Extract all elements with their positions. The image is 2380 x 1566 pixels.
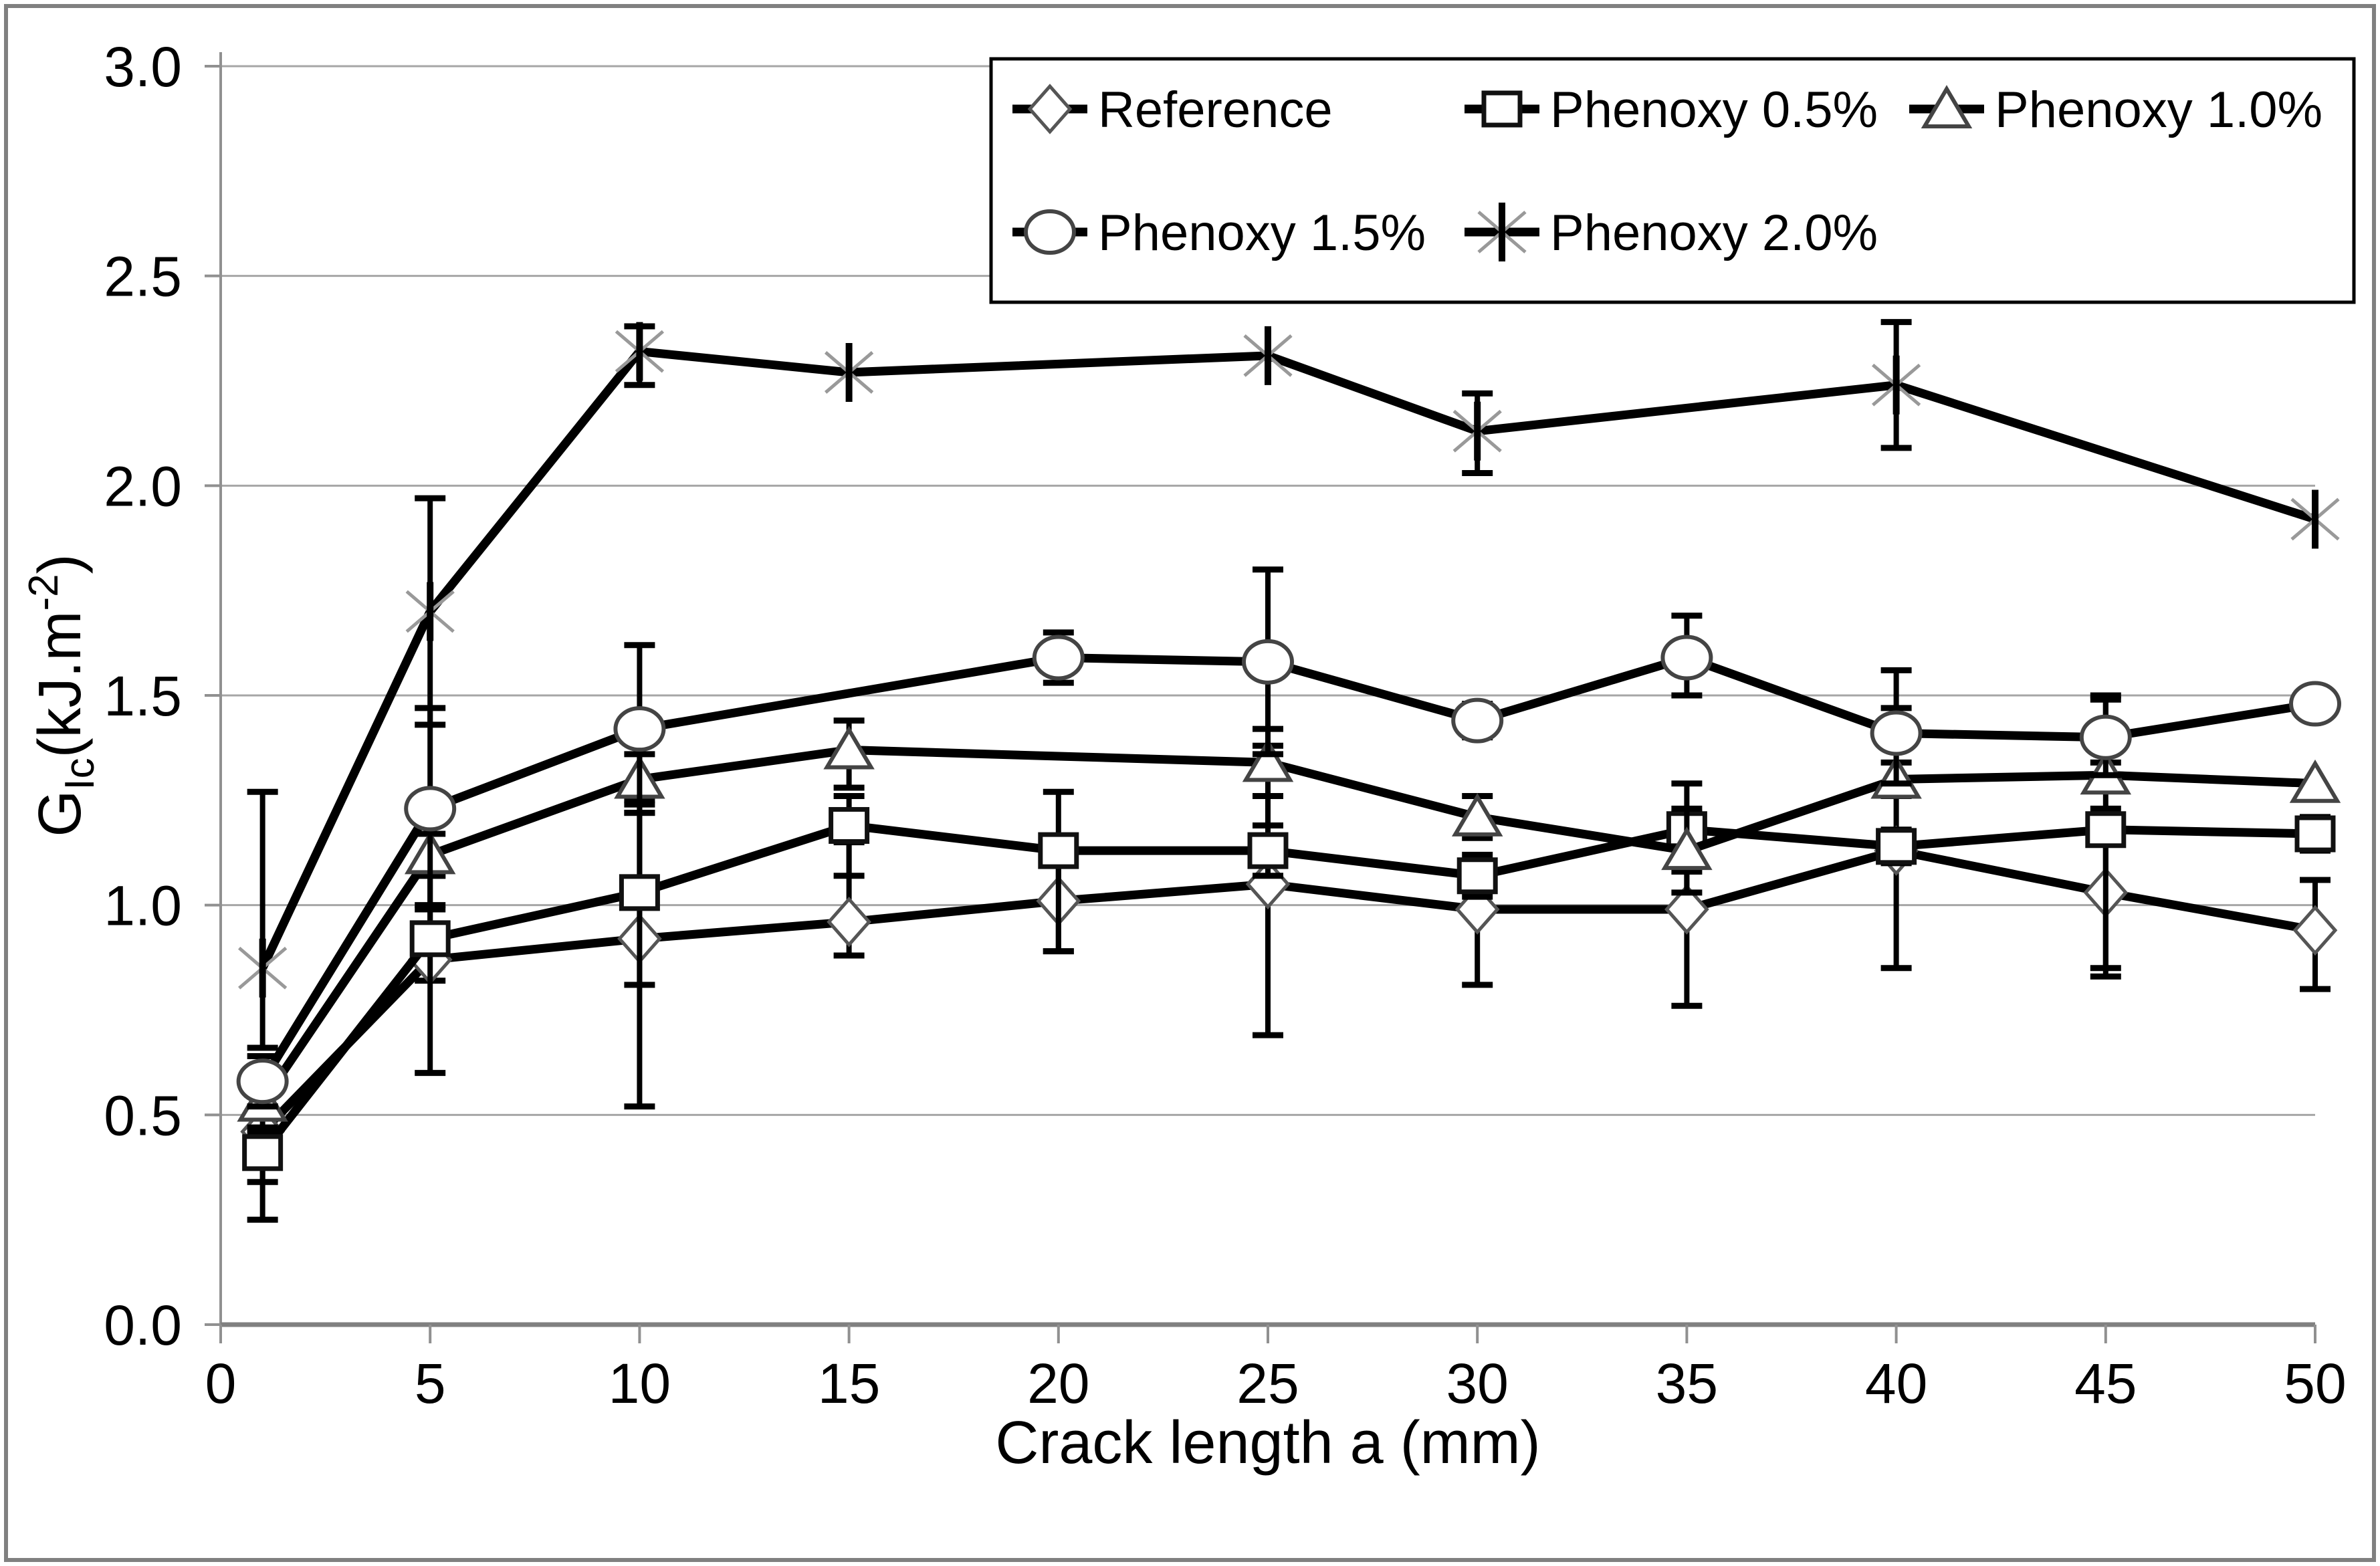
- x-tick-label: 35: [1656, 1352, 1718, 1415]
- series-phenoxy-2-0-: [238, 319, 2340, 1051]
- marker-square-icon: [829, 806, 870, 844]
- series-phenoxy-1-0-: [237, 717, 2341, 1131]
- marker-circle-icon: [1032, 635, 1085, 681]
- marker-square-icon: [1481, 90, 1523, 128]
- marker-diamond-icon: [2292, 905, 2338, 956]
- marker-square-icon: [1038, 832, 1079, 869]
- y-axis-title: GIc(kJ.m-2): [21, 554, 103, 836]
- series-line: [259, 653, 2316, 1084]
- legend-item: Reference: [1012, 82, 1333, 138]
- marker-square-icon: [1247, 832, 1289, 869]
- figure-border: [4, 4, 2376, 1562]
- y-tick-label: 2.5: [104, 245, 182, 308]
- marker-triangle-icon: [1451, 793, 1503, 836]
- x-tick-label: 25: [1236, 1352, 1299, 1415]
- series-line: [258, 346, 2316, 970]
- legend-box: [989, 57, 2356, 304]
- marker-triangle-icon: [1242, 738, 1294, 782]
- marker-asterisk-icon: [405, 582, 455, 641]
- marker-square-icon: [619, 874, 660, 911]
- marker-asterisk-icon: [2290, 489, 2340, 549]
- marker-triangle-icon: [2289, 759, 2341, 803]
- legend-item: Phenoxy 0.5%: [1465, 82, 1878, 138]
- marker-asterisk-icon: [1871, 355, 1921, 415]
- marker-asterisk-icon: [824, 342, 874, 402]
- marker-circle-icon: [1870, 710, 1923, 756]
- marker-asterisk-icon: [1452, 401, 1502, 461]
- legend-label: Reference: [1098, 82, 1333, 138]
- x-axis-title: Crack length a (mm): [995, 1410, 1540, 1476]
- legend-label: Phenoxy 1.5%: [1098, 205, 1426, 261]
- legend-item: Phenoxy 2.0%: [1465, 203, 1878, 261]
- marker-diamond-icon: [1027, 84, 1073, 134]
- marker-square-icon: [2085, 811, 2127, 849]
- marker-square-icon: [2294, 815, 2336, 853]
- error-bar: [1043, 788, 1074, 955]
- legend-label: Phenoxy 2.0%: [1550, 205, 1878, 261]
- legend: Reference Phenoxy 0.5% Phenoxy 1.0% Phenoxy…: [989, 57, 2356, 304]
- marker-square-icon: [242, 1134, 284, 1171]
- marker-circle-icon: [2289, 681, 2341, 727]
- marker-triangle-icon: [1661, 826, 1713, 871]
- y-tick-label: 2.0: [104, 455, 182, 518]
- x-tick-label: 10: [609, 1352, 671, 1415]
- y-tick-label: 1.5: [104, 665, 182, 728]
- legend-label: Phenoxy 0.5%: [1550, 82, 1878, 138]
- series-phenoxy-0-5-: [242, 692, 2336, 1223]
- marker-square-icon: [1876, 828, 1917, 865]
- marker-diamond-icon: [827, 896, 871, 947]
- marker-circle-icon: [2079, 714, 2132, 760]
- marker-asterisk-icon: [1477, 203, 1527, 261]
- marker-circle-icon: [236, 1058, 289, 1105]
- marker-asterisk-icon: [615, 322, 665, 381]
- marker-square-icon: [409, 920, 451, 958]
- marker-circle-icon: [1451, 697, 1504, 744]
- marker-diamond-icon: [1664, 884, 1709, 935]
- marker-triangle-icon: [1921, 85, 1973, 128]
- y-tick-label: 3.0: [104, 35, 182, 98]
- marker-circle-icon: [1660, 635, 1713, 681]
- x-tick-label: 40: [1865, 1352, 1927, 1415]
- marker-square-icon: [1456, 857, 1498, 895]
- legend-item: Phenoxy 1.0%: [1909, 82, 2322, 138]
- marker-circle-icon: [1024, 209, 1076, 255]
- x-tick-label: 30: [1446, 1352, 1508, 1415]
- marker-asterisk-icon: [238, 938, 288, 998]
- y-tick-label: 0.0: [104, 1294, 182, 1357]
- series-line: [259, 746, 2316, 1105]
- legend-label: Phenoxy 1.0%: [1995, 82, 2322, 138]
- marker-circle-icon: [613, 706, 666, 752]
- x-tick-label: 5: [415, 1352, 446, 1415]
- error-bar: [247, 788, 278, 1051]
- x-tick-label: 15: [818, 1352, 880, 1415]
- marker-circle-icon: [1242, 639, 1294, 685]
- x-tick-label: 45: [2074, 1352, 2137, 1415]
- y-tick-label: 1.0: [104, 875, 182, 937]
- marker-circle-icon: [404, 786, 457, 832]
- marker-triangle-icon: [823, 725, 875, 770]
- x-tick-label: 0: [205, 1352, 237, 1415]
- x-tick-label: 50: [2284, 1352, 2346, 1415]
- marker-asterisk-icon: [1243, 326, 1293, 385]
- y-tick-label: 0.5: [104, 1084, 182, 1147]
- series-phenoxy-1-5-: [236, 566, 2341, 1110]
- x-tick-label: 20: [1027, 1352, 1089, 1415]
- legend-item: Phenoxy 1.5%: [1012, 205, 1426, 261]
